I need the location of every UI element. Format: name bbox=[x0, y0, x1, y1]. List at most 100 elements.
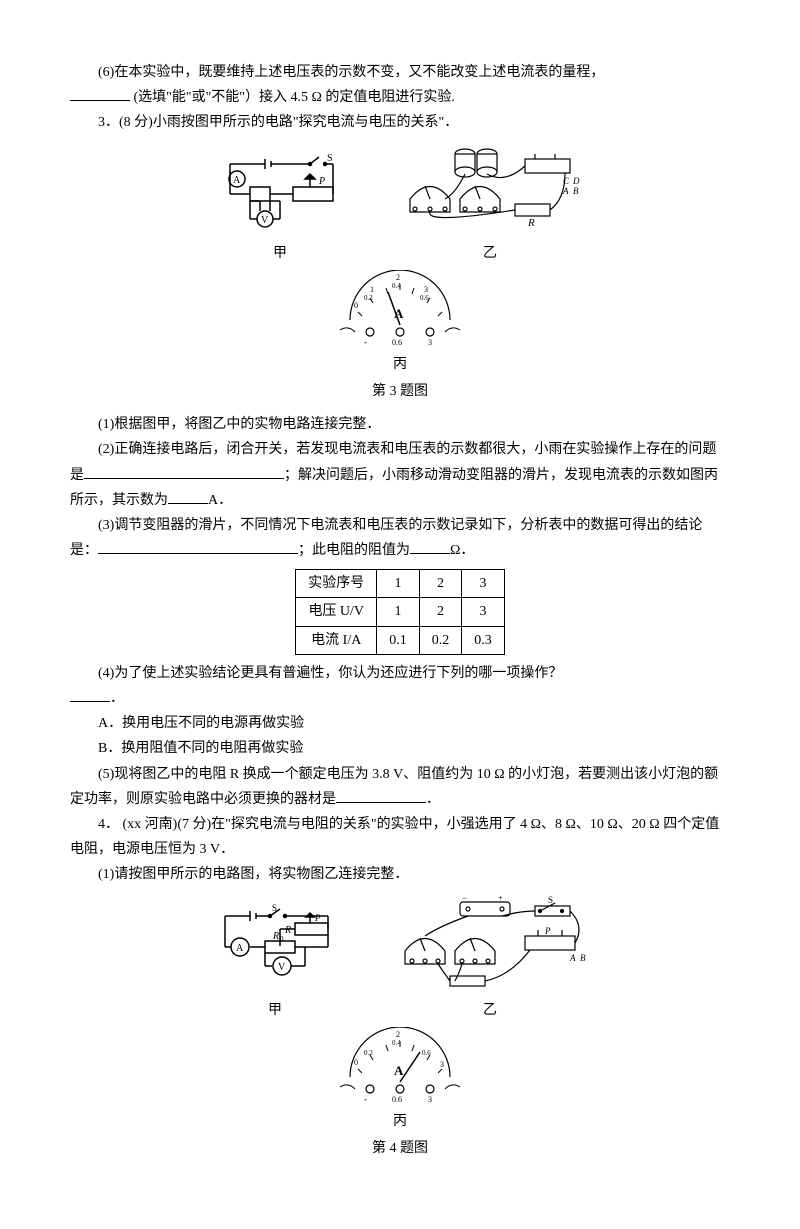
svg-text:R: R bbox=[284, 925, 291, 936]
q2-6-line1: (6)在本实验中，既要维持上述电压表的示数不变，又不能改变上述电流表的量程， bbox=[70, 60, 730, 85]
svg-text:−: − bbox=[462, 896, 467, 903]
q2-6-line2: (选填"能"或"不能"）接入 4.5 Ω 的定值电阻进行实验. bbox=[70, 85, 730, 110]
q4-ammeter-bing: 0 2 3 0.2 0.4 0.6 A - 0.6 3 丙 bbox=[330, 1027, 470, 1134]
q3-label-bing: 丙 bbox=[330, 352, 470, 377]
svg-text:S: S bbox=[548, 896, 553, 905]
svg-text:D: D bbox=[572, 176, 580, 186]
svg-text:+: + bbox=[498, 896, 503, 903]
cell: 2 bbox=[419, 598, 462, 626]
q3-stem: 3．(8 分)小雨按图甲所示的电路"探究电流与电压的关系"． bbox=[70, 110, 730, 135]
table-row: 电压 U/V 1 2 3 bbox=[296, 598, 505, 626]
q4-figure-block: S P R R 0 A bbox=[70, 896, 730, 1162]
svg-text:0.4: 0.4 bbox=[392, 1039, 401, 1047]
svg-text:2: 2 bbox=[396, 273, 400, 282]
q3-figure-block: S P A V bbox=[70, 144, 730, 405]
svg-text:A: A bbox=[233, 175, 241, 186]
svg-text:0.6: 0.6 bbox=[420, 294, 429, 302]
q3-label-jia: 甲 bbox=[215, 241, 345, 266]
q4-circuit-yi: − + S bbox=[390, 896, 590, 1023]
q4-label-bing: 丙 bbox=[330, 1109, 470, 1134]
svg-text:P: P bbox=[318, 176, 325, 187]
svg-text:0: 0 bbox=[354, 1058, 358, 1067]
svg-text:3: 3 bbox=[424, 285, 428, 294]
q4-label-jia: 甲 bbox=[210, 998, 340, 1023]
svg-text:P: P bbox=[314, 913, 321, 923]
q3-optB: B．换用阻值不同的电阻再做实验 bbox=[70, 736, 730, 761]
q3-caption: 第 3 题图 bbox=[70, 379, 730, 404]
cell: 实验序号 bbox=[296, 570, 377, 598]
svg-text:V: V bbox=[278, 962, 286, 973]
svg-text:A: A bbox=[394, 1063, 404, 1078]
q3-p3-blank2 bbox=[410, 539, 450, 554]
cell: 2 bbox=[419, 570, 462, 598]
q4-caption: 第 4 题图 bbox=[70, 1136, 730, 1161]
cell: 3 bbox=[462, 598, 505, 626]
q3-circuit-jia: S P A V bbox=[215, 149, 345, 266]
q3-p2: (2)正确连接电路后，闭合开关，若发现电流表和电压表的示数都很大，小雨在实验操作… bbox=[70, 437, 730, 513]
q4-p1: (1)请按图甲所示的电路图，将实物图乙连接完整． bbox=[70, 862, 730, 887]
cell: 电流 I/A bbox=[296, 626, 377, 654]
svg-text:3: 3 bbox=[428, 1095, 432, 1104]
q3-p3: (3)调节变阻器的滑片，不同情况下电流表和电压表的示数记录如下，分析表中的数据可… bbox=[70, 513, 730, 563]
svg-text:0.6: 0.6 bbox=[392, 338, 402, 347]
q3-optA: A．换用电压不同的电源再做实验 bbox=[70, 711, 730, 736]
q4-circuit-jia: S P R R 0 A bbox=[210, 901, 340, 1023]
q3-p3-blank1 bbox=[98, 539, 298, 554]
svg-text:P: P bbox=[544, 926, 551, 936]
q3-p3-b: ；此电阻的阻值为 bbox=[298, 543, 410, 558]
cell: 1 bbox=[377, 570, 420, 598]
q3-p4-blank-line: ． bbox=[70, 686, 730, 711]
q4-label-yi: 乙 bbox=[390, 998, 590, 1023]
cell: 0.1 bbox=[377, 626, 420, 654]
q4-stem: 4． (xx 河南)(7 分)在"探究电流与电阻的关系"的实验中，小强选用了 4… bbox=[70, 812, 730, 862]
q3-p4-text: (4)为了使上述实验结论更具有普遍性，你认为还应进行下列的哪一项操作？ bbox=[98, 666, 562, 681]
q2-6-text-a: (6)在本实验中，既要维持上述电压表的示数不变，又不能改变上述电流表的量程， bbox=[98, 65, 604, 80]
cell: 0.2 bbox=[419, 626, 462, 654]
q3-p4-blank bbox=[70, 687, 110, 702]
svg-text:0.6: 0.6 bbox=[422, 1049, 431, 1057]
table-row: 电流 I/A 0.1 0.2 0.3 bbox=[296, 626, 505, 654]
cell: 0.3 bbox=[462, 626, 505, 654]
svg-text:0.2: 0.2 bbox=[364, 1049, 373, 1057]
svg-text:A: A bbox=[569, 953, 576, 963]
svg-text:B: B bbox=[580, 953, 586, 963]
svg-text:S: S bbox=[327, 153, 333, 164]
table-row: 实验序号 1 2 3 bbox=[296, 570, 505, 598]
svg-text:R: R bbox=[272, 931, 279, 942]
svg-text:3: 3 bbox=[428, 338, 432, 347]
svg-text:1: 1 bbox=[370, 285, 374, 294]
q3-data-table: 实验序号 1 2 3 电压 U/V 1 2 3 电流 I/A 0.1 0.2 0… bbox=[295, 569, 505, 655]
q3-circuit-yi: C D A B R bbox=[395, 144, 585, 266]
cell: 1 bbox=[377, 598, 420, 626]
cell: 电压 U/V bbox=[296, 598, 377, 626]
svg-text:0.6: 0.6 bbox=[392, 1095, 402, 1104]
svg-text:A: A bbox=[394, 306, 404, 321]
svg-text:-: - bbox=[364, 337, 367, 347]
svg-text:S: S bbox=[272, 903, 277, 913]
svg-text:B: B bbox=[573, 186, 579, 196]
svg-text:3: 3 bbox=[440, 1060, 444, 1069]
q3-p2-blank1 bbox=[84, 464, 284, 479]
svg-text:V: V bbox=[261, 215, 269, 226]
cell: 3 bbox=[462, 570, 505, 598]
q3-ammeter-bing: 0 1 2 3 0.2 0.4 0.6 A - 0.6 3 丙 bbox=[330, 270, 470, 377]
svg-text:0.2: 0.2 bbox=[364, 294, 373, 302]
svg-text:2: 2 bbox=[396, 1030, 400, 1039]
q3-p2-c: A． bbox=[208, 493, 232, 508]
q3-label-yi: 乙 bbox=[395, 241, 585, 266]
q3-p4-dot: ． bbox=[110, 691, 124, 706]
svg-text:R: R bbox=[527, 217, 535, 229]
q3-p5: (5)现将图乙中的电阻 R 换成一个额定电压为 3.8 V、阻值约为 10 Ω … bbox=[70, 762, 730, 812]
q3-p3-c: Ω． bbox=[450, 543, 474, 558]
svg-text:-: - bbox=[364, 1094, 367, 1104]
q3-p4: (4)为了使上述实验结论更具有普遍性，你认为还应进行下列的哪一项操作？ bbox=[70, 661, 730, 686]
q3-p1: (1)根据图甲，将图乙中的实物电路连接完整． bbox=[70, 412, 730, 437]
q3-p5-blank bbox=[336, 788, 426, 803]
q3-p5-b: ． bbox=[426, 792, 440, 807]
q2-6-text-b: (选填"能"或"不能"）接入 4.5 Ω 的定值电阻进行实验. bbox=[134, 90, 455, 105]
q2-6-blank bbox=[70, 86, 130, 101]
svg-text:0: 0 bbox=[280, 935, 284, 943]
q3-p2-blank2 bbox=[168, 489, 208, 504]
svg-text:A: A bbox=[236, 943, 244, 954]
svg-text:0.4: 0.4 bbox=[392, 282, 401, 290]
